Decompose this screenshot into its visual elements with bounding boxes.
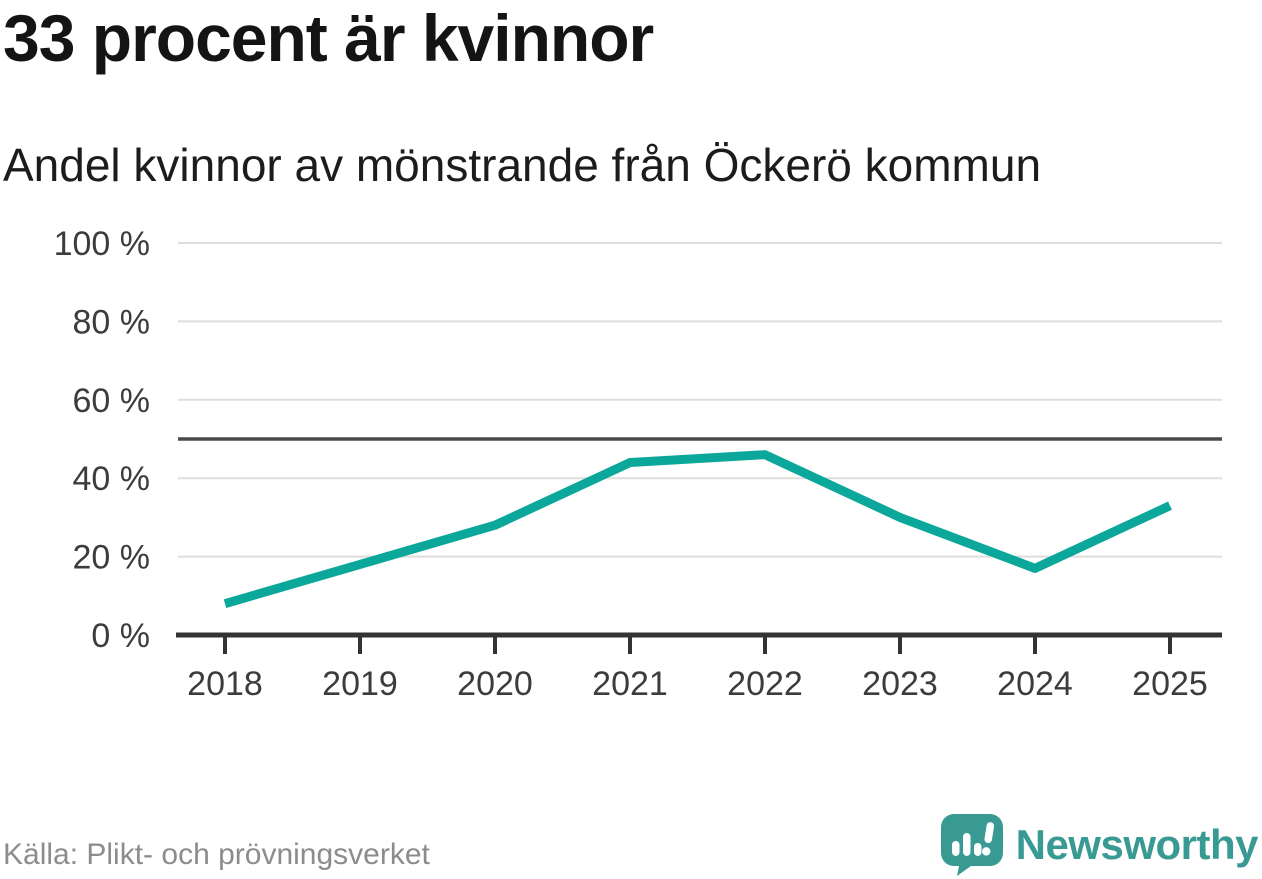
x-tick-label: 2019: [322, 665, 398, 703]
line-chart: 0 % 20 % 40 % 60 % 80 % 100 % 2018 2019 2020 2021…: [54, 225, 1222, 703]
x-tick-label: 2024: [997, 665, 1073, 703]
x-tick-label: 2020: [457, 665, 533, 703]
newsworthy-logo-icon: [940, 814, 1003, 876]
x-tick-label: 2018: [187, 665, 263, 703]
y-tick-label: 80 %: [73, 303, 151, 341]
x-tick-label: 2021: [592, 665, 668, 703]
newsworthy-logo-text: Newsworthy: [1015, 821, 1259, 868]
y-tick-label: 60 %: [73, 382, 151, 420]
x-tick-label: 2025: [1132, 665, 1208, 703]
y-tick-label: 40 %: [73, 460, 151, 498]
chart-subtitle: Andel kvinnor av mönstrande från Öckerö …: [3, 139, 1042, 191]
newsworthy-logo: Newsworthy: [940, 813, 1259, 877]
y-tick-label: 20 %: [73, 539, 151, 577]
x-tick-label: 2022: [727, 665, 803, 703]
y-tick-label: 0 %: [91, 617, 150, 655]
source-note: Källa: Plikt- och prövningsverket: [3, 838, 430, 871]
x-tick-label: 2023: [862, 665, 938, 703]
data-line: [223, 450, 1172, 608]
chart-title: 33 procent är kvinnor: [3, 1, 654, 75]
y-tick-label: 100 %: [54, 225, 150, 263]
